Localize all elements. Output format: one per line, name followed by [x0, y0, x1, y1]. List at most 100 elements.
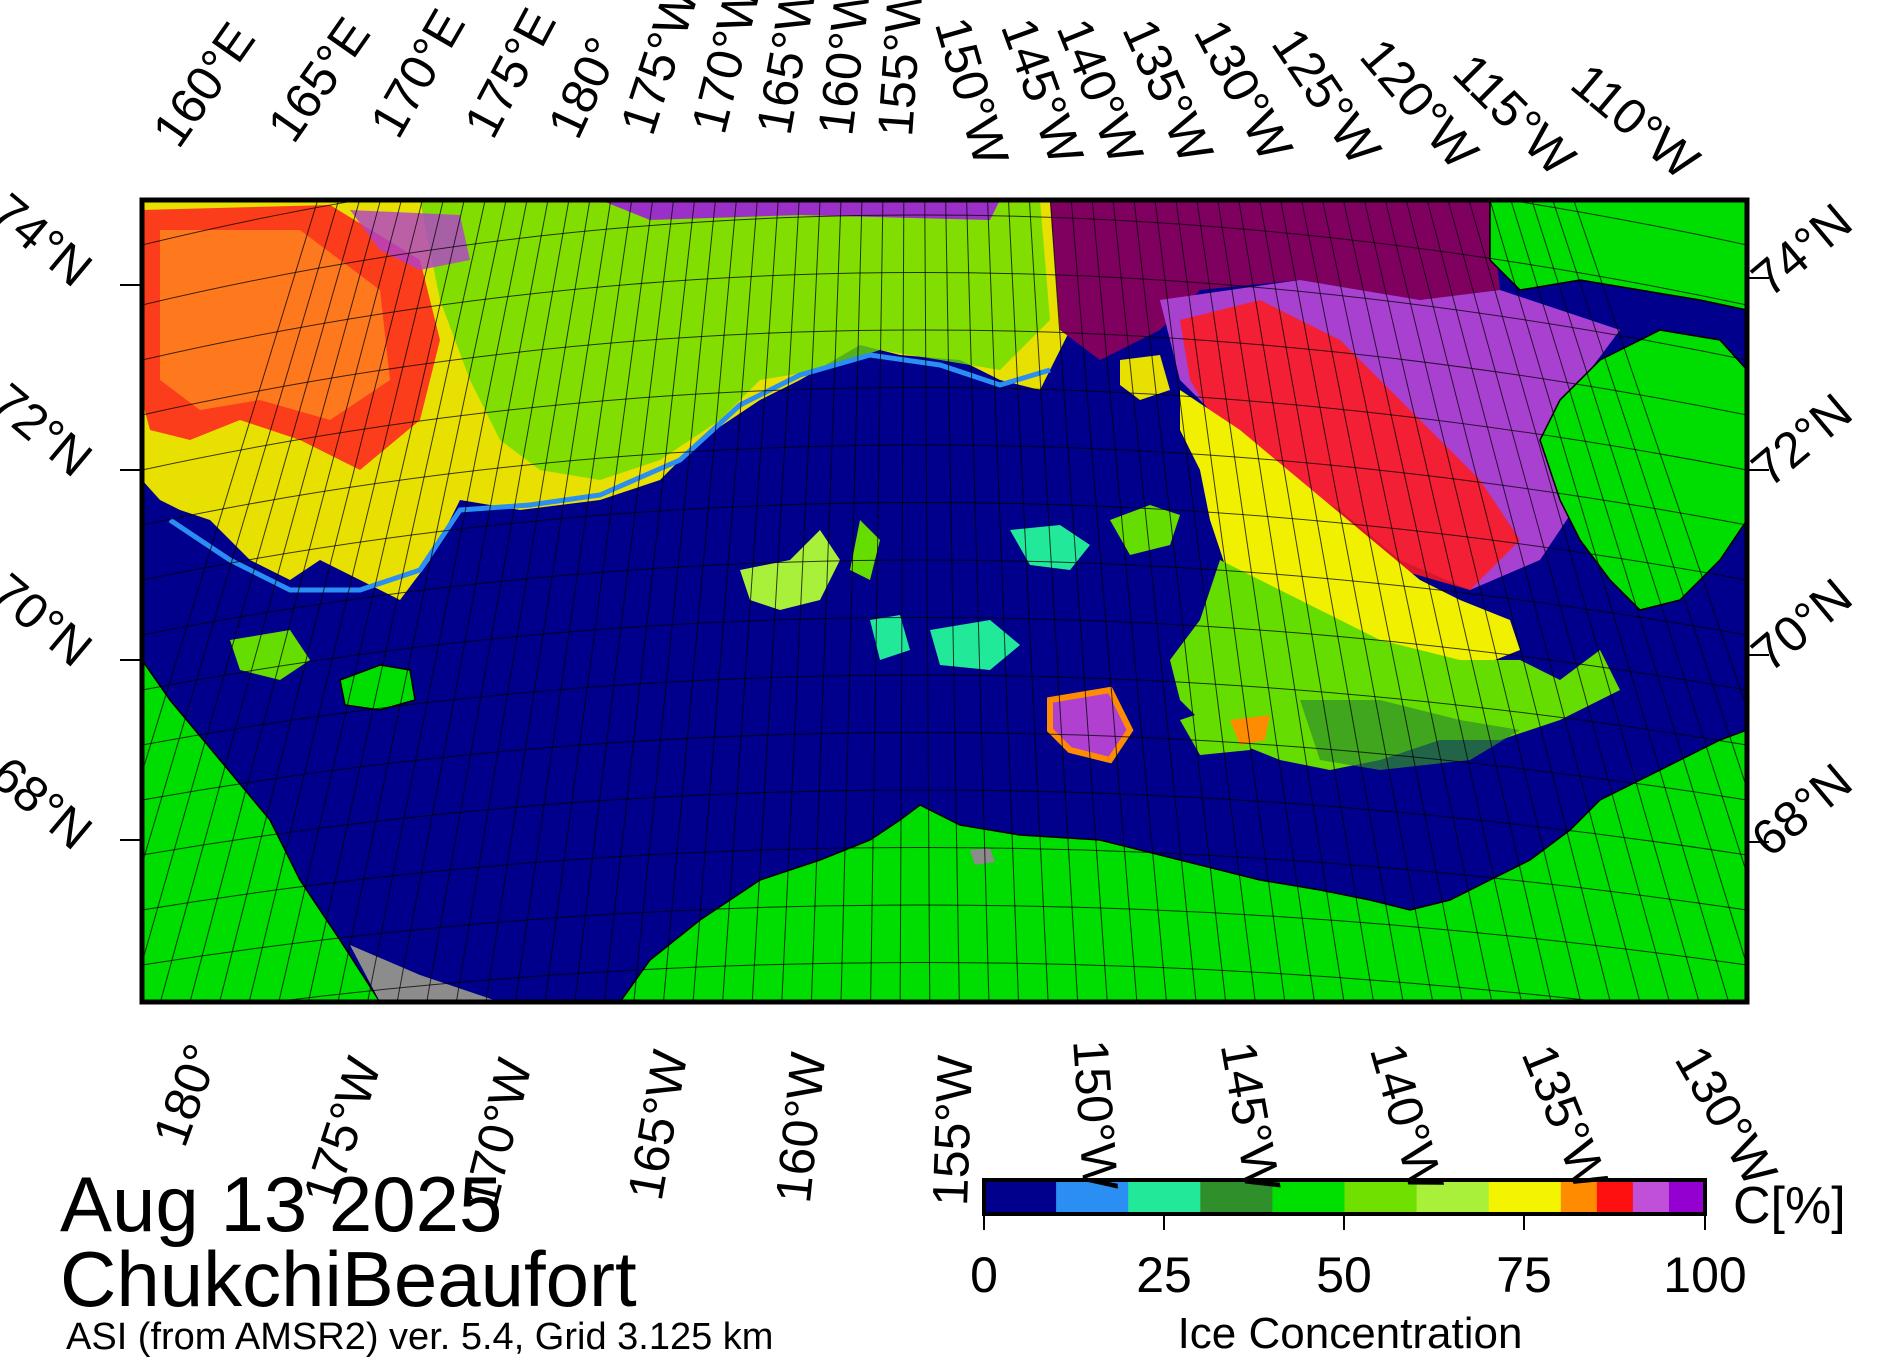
- meridian-line: [1133, 200, 1227, 1002]
- meridian-line: [1321, 200, 1493, 1002]
- meridian-line: [987, 200, 1020, 1002]
- ice-floe-10: [230, 630, 310, 680]
- meridian-line: [633, 200, 716, 1002]
- meridian-line: [367, 200, 528, 1002]
- meridian-line: [1175, 200, 1286, 1002]
- colorbar-ticks: [983, 1214, 1706, 1230]
- meridian-line: [189, 200, 402, 1002]
- banks-island-land: [1539, 329, 1747, 611]
- meridian-line: [781, 200, 821, 1002]
- meridian-line: [899, 200, 905, 1002]
- meridian-line: [1007, 200, 1049, 1002]
- meridian-line: [1342, 200, 1523, 1002]
- meridian-line: [278, 200, 465, 1002]
- meridian-line: [692, 200, 758, 1002]
- victoria-island-land: [1489, 200, 1747, 311]
- meridian-line: [1426, 200, 1641, 1002]
- meridian-line: [1028, 200, 1079, 1002]
- colorbar-bin: [1524, 1180, 1562, 1214]
- meridian-line: [455, 200, 591, 1002]
- meridian-line: [1154, 200, 1256, 1002]
- meridian-line: [924, 200, 931, 1002]
- meridian-line: [1531, 200, 1747, 876]
- siberia-missing-data: [350, 945, 500, 1002]
- region-name: ChukchiBeaufort: [60, 1235, 637, 1323]
- meridian-line: [574, 200, 675, 1002]
- meridian-line: [248, 200, 444, 1002]
- meridian-line: [142, 200, 361, 965]
- pack-ice-purple-nw: [350, 210, 470, 270]
- colorbar-tick-label: 25: [1136, 1247, 1192, 1303]
- colorbar-bin: [1596, 1180, 1634, 1214]
- meridian-line: [840, 200, 863, 1002]
- pack-ice-west-orange: [160, 230, 390, 420]
- meridian-line: [1573, 200, 1747, 711]
- meridian-line: [1049, 200, 1108, 1002]
- meridian-line: [1091, 200, 1167, 1002]
- bottom-lon-label: 150°W: [1062, 1037, 1129, 1192]
- meridian-line: [966, 200, 990, 1002]
- meridian-line: [1384, 200, 1582, 1002]
- meridian-line: [159, 200, 382, 1002]
- ice-floe-4: [1110, 505, 1180, 555]
- meridian-line: [810, 200, 842, 1002]
- pack-ice-west-green: [420, 200, 1050, 480]
- colorbar-bin: [1200, 1180, 1273, 1214]
- colorbar-bins: [984, 1180, 1706, 1214]
- meridian-line: [1217, 200, 1345, 1002]
- meridian-line: [1405, 200, 1611, 1002]
- meridian-line: [337, 200, 507, 1002]
- meridian-line: [662, 200, 737, 1002]
- meridian-line: [1238, 200, 1375, 1002]
- colorbar-bin: [1344, 1180, 1418, 1214]
- colorbar-tick-label: 75: [1496, 1247, 1552, 1303]
- meridian-line: [515, 200, 633, 1002]
- meridian-line: [1112, 200, 1197, 1002]
- meridian-line: [1070, 200, 1138, 1002]
- colorbar-bin: [1416, 1180, 1490, 1214]
- meridian-line: [751, 200, 800, 1002]
- alaska-land: [619, 729, 1747, 1002]
- meridian-line: [1447, 200, 1671, 1002]
- map-date: Aug 13 2025: [60, 1160, 503, 1248]
- meridian-line: [396, 200, 549, 1002]
- ice-edge-blue: [168, 352, 1051, 593]
- ice-floe-9: [1230, 715, 1270, 745]
- meridian-line: [485, 200, 612, 1002]
- ice-floe-7: [1050, 690, 1130, 760]
- meridian-line: [1552, 200, 1747, 791]
- meridian-line: [426, 200, 570, 1002]
- meridian-line: [142, 200, 340, 867]
- meridians: [142, 200, 1747, 1002]
- pack-ice-east-yellow: [1180, 390, 1520, 670]
- colorbar-unit: C[%]: [1733, 1177, 1846, 1235]
- map-frame: [139, 197, 1750, 1005]
- colorbar-tick-label: 0: [970, 1247, 998, 1303]
- pack-ice-east-fringe: [1300, 700, 1520, 770]
- meridian-line: [219, 200, 423, 1002]
- colorbar-tick-label: 100: [1663, 1247, 1747, 1303]
- meridian-line: [142, 200, 319, 775]
- product-description: ASI (from AMSR2) ver. 5.4, Grid 3.125 km: [66, 1316, 774, 1358]
- colorbar-bin: [1668, 1180, 1706, 1214]
- ice-floe-5: [870, 615, 910, 660]
- colorbar-title: Ice Concentration: [1177, 1309, 1523, 1358]
- siberia-land: [142, 658, 381, 1002]
- meridian-line: [870, 200, 884, 1002]
- colorbar-bin: [1056, 1180, 1129, 1214]
- meridian-line: [544, 200, 654, 1002]
- colorbar-tick-label: 50: [1316, 1247, 1372, 1303]
- colorbar-bin: [1560, 1180, 1598, 1214]
- colorbar-bin: [1632, 1180, 1670, 1214]
- meridian-line: [1468, 200, 1700, 1002]
- meridian-line: [1510, 200, 1747, 968]
- meridian-line: [1196, 200, 1315, 1002]
- meridian-line: [1363, 200, 1552, 1002]
- bottom-lon-label: 155°W: [922, 1054, 984, 1207]
- ice-floe-7-ring: [1047, 686, 1134, 764]
- meridian-line: [307, 200, 486, 1002]
- ice-floe-2: [850, 520, 880, 580]
- ice-floe-6: [930, 620, 1020, 670]
- colorbar-bin: [1272, 1180, 1345, 1214]
